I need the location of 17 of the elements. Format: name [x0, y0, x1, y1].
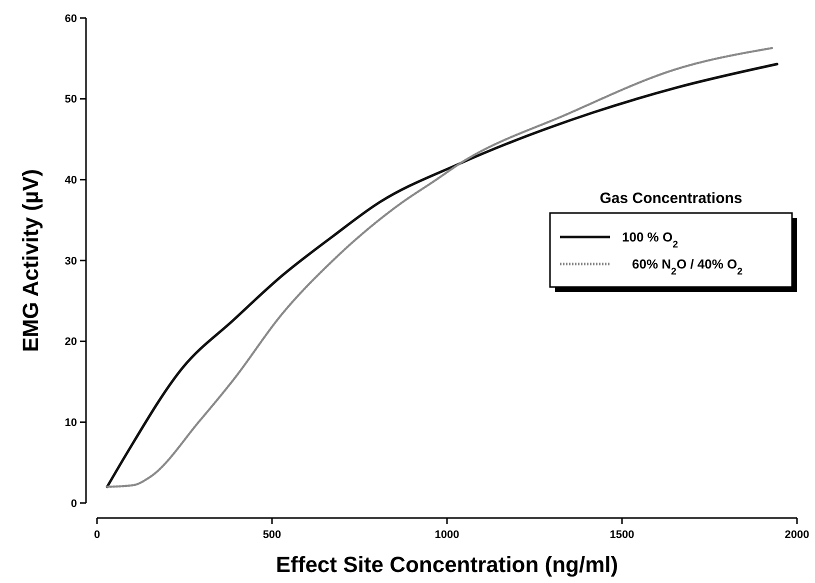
y-tick-label: 50 — [64, 94, 77, 106]
y-tick-label: 20 — [64, 336, 77, 348]
legend-title: Gas Concentrations — [600, 190, 742, 207]
legend-label: 60% N$_{2}$O / 40% O$_{2}$ — [632, 256, 744, 278]
x-tick-label: 2000 — [784, 529, 810, 541]
legend-label: 100 % O$_{2}$ — [622, 230, 679, 250]
y-tick-label: 60 — [64, 12, 77, 25]
y-tick-label: 40 — [64, 174, 77, 187]
x-tick-label: 0 — [94, 529, 100, 541]
x-tick-label: 1000 — [434, 529, 460, 541]
y-tick-label: 10 — [64, 417, 77, 430]
y-tick-label: 0 — [70, 498, 77, 510]
x-tick-label: 1500 — [610, 529, 634, 541]
x-axis-title: Effect Site Concentration (ng/ml) — [276, 552, 618, 577]
y-axis-title: EMG Activity (µV) — [18, 169, 43, 352]
y-tick-label: 30 — [64, 255, 77, 268]
x-tick-label: 500 — [262, 529, 282, 541]
